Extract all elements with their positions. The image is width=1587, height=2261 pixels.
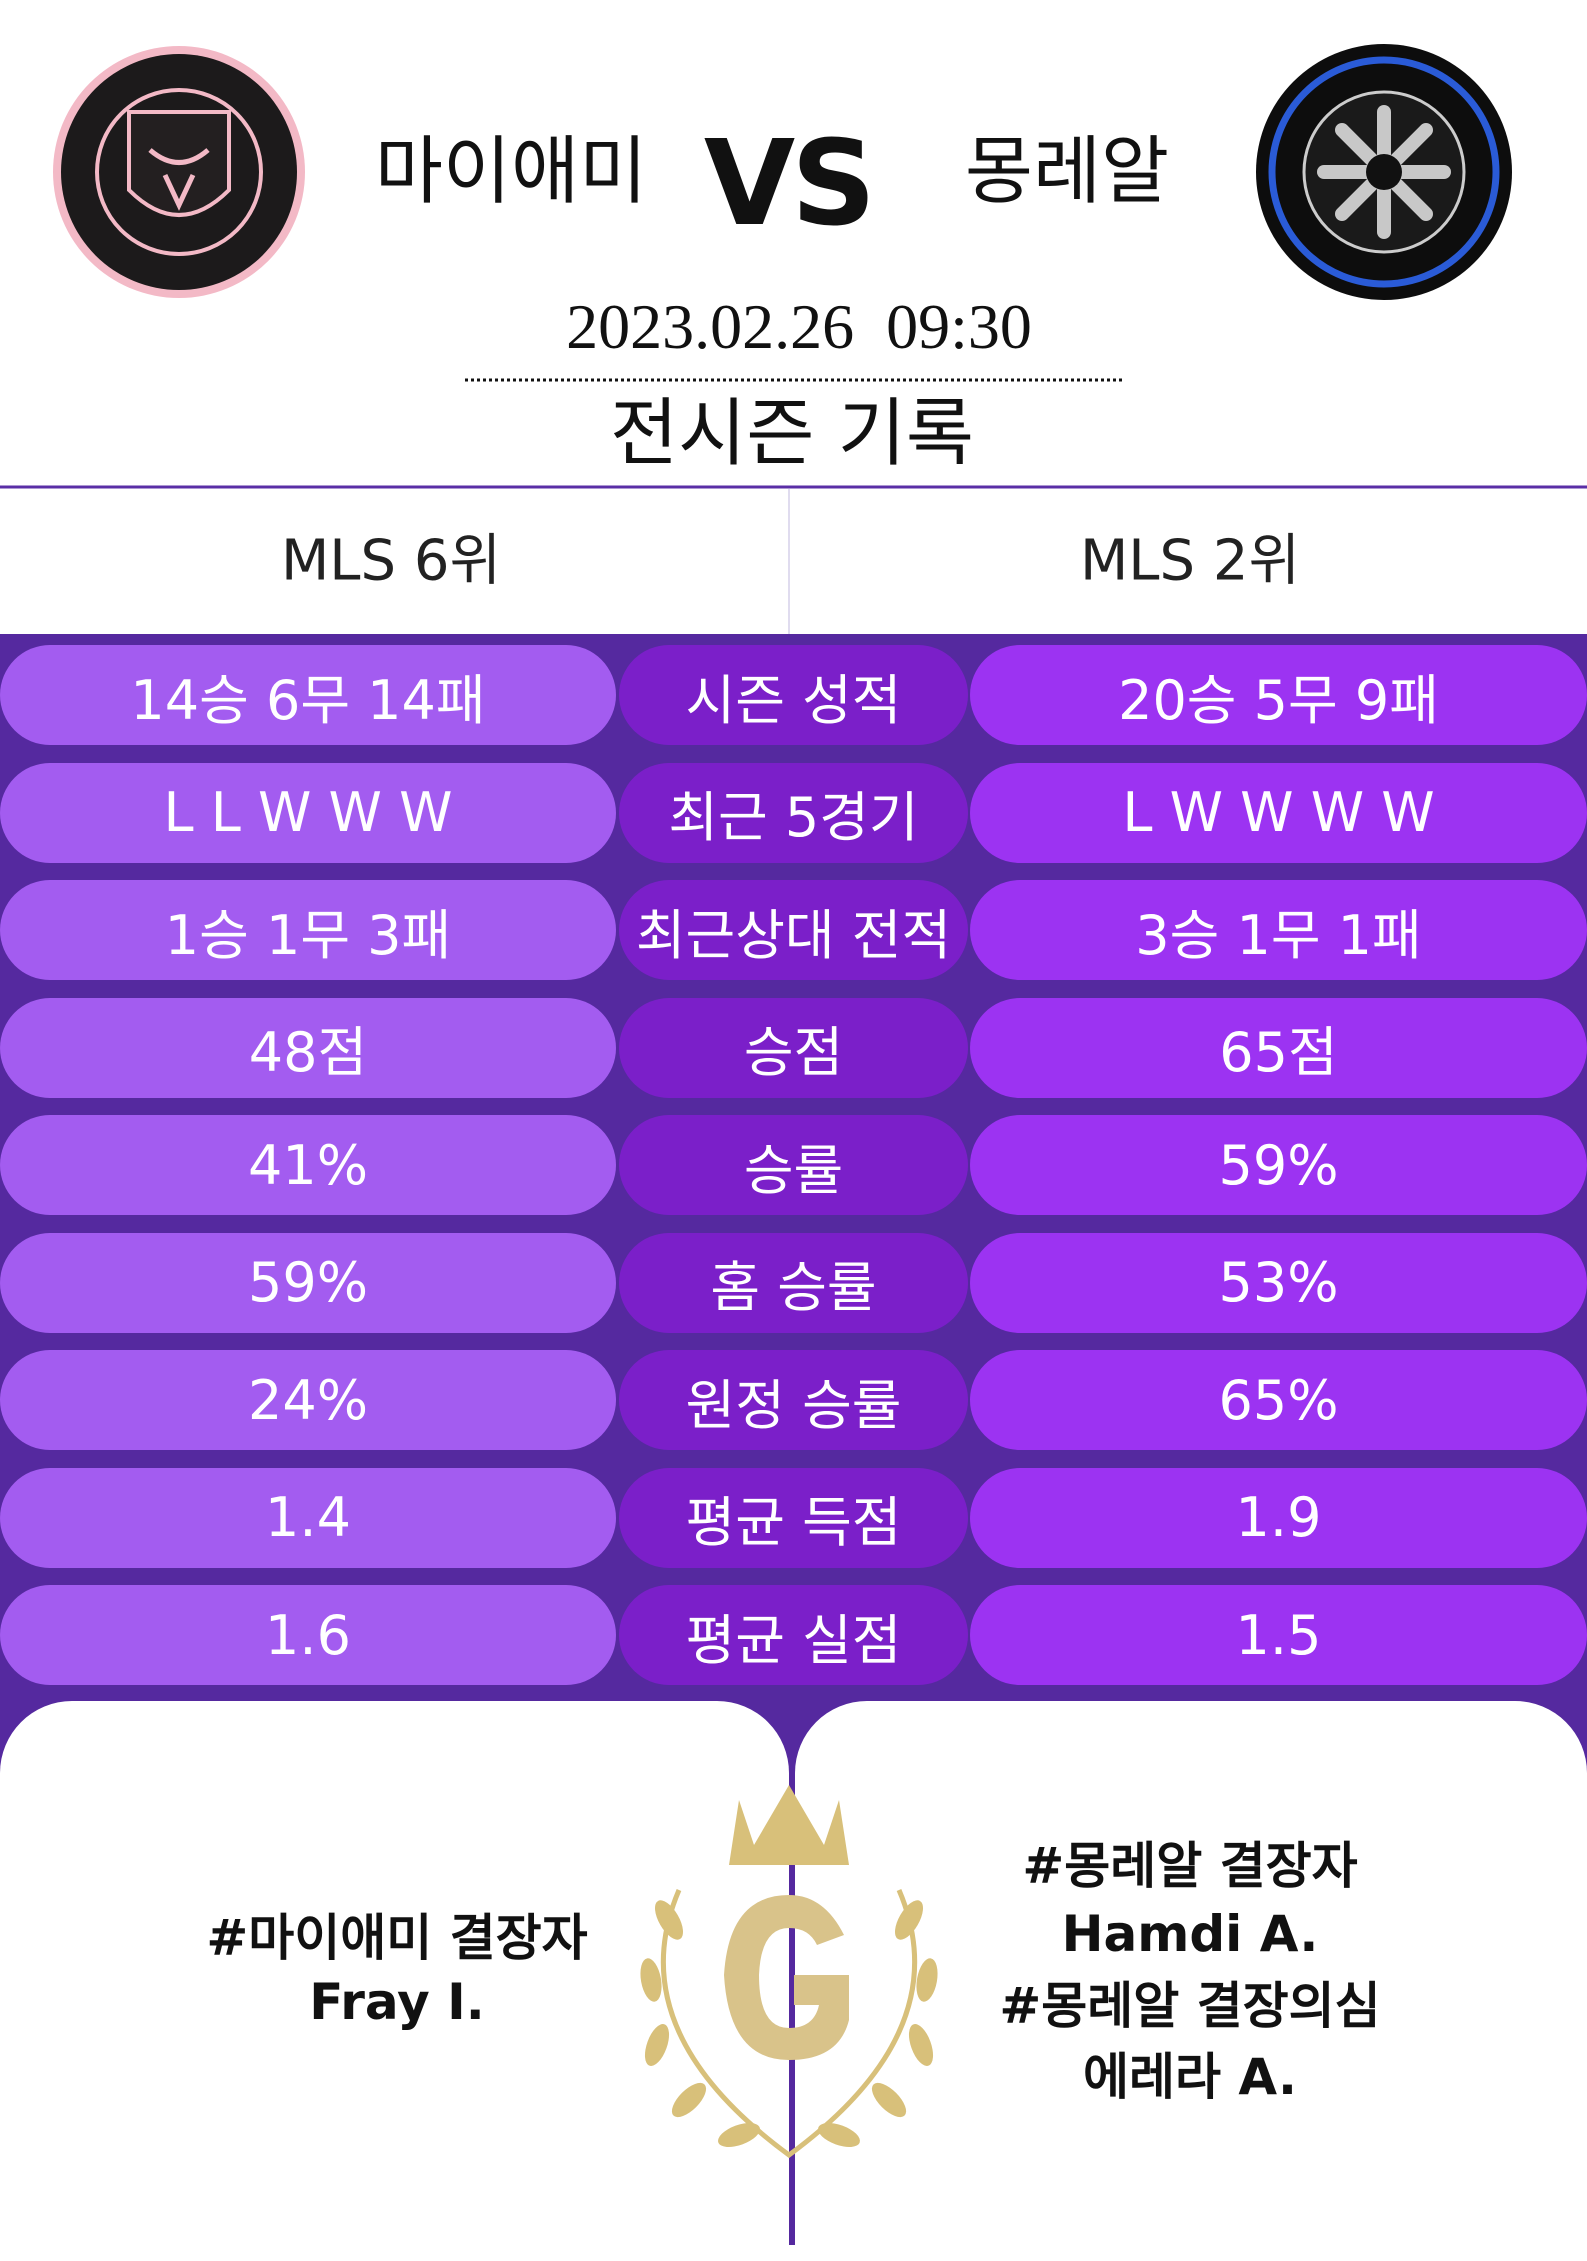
away-stat: 59% (970, 1115, 1587, 1215)
away-stat: 20승 5무 9패 (970, 645, 1587, 745)
home-stat: 1승 1무 3패 (0, 880, 616, 980)
home-stat: 41% (0, 1115, 616, 1215)
match-datetime: 2023.02.26 09:30 (566, 291, 1032, 362)
away-stat: 53% (970, 1232, 1587, 1333)
away-stat: 1.9 (970, 1467, 1587, 1568)
home-stat: L L W W W (0, 762, 616, 863)
home-stat: 24% (0, 1350, 616, 1450)
stat-label: 홈 승률 (619, 1232, 968, 1333)
stat-label: 평균 득점 (619, 1467, 968, 1568)
stat-label: 승점 (619, 997, 968, 1098)
home-rank: MLS 6위 (280, 528, 502, 594)
home-absence: #마이애미 결장자 (206, 1909, 588, 1967)
section-title: 전시즌 기록 (610, 390, 974, 477)
vs: VS (703, 114, 876, 252)
away-stat: 3승 1무 1패 (970, 880, 1587, 980)
header-graphics (0, 44, 1587, 634)
stat-label: 최근상대 전적 (619, 880, 968, 980)
away-stat: 65% (970, 1350, 1587, 1450)
away-absence: #몽레알 결장의심 (999, 1977, 1381, 2035)
away-absence: Hamdi A. (1061, 1905, 1319, 1963)
away-stat: L W W W W (970, 762, 1587, 863)
away-logo (1256, 44, 1512, 300)
stat-label: 원정 승률 (619, 1350, 968, 1450)
stat-label: 승률 (619, 1115, 968, 1215)
home-absence: Fray I. (309, 1973, 485, 2031)
home-team: 마이애미 (374, 128, 648, 215)
home-stat: 48점 (0, 997, 616, 1098)
stat-label: 최근 5경기 (619, 762, 968, 863)
away-absence: #몽레알 결장자 (1022, 1837, 1358, 1895)
home-stat: 59% (0, 1232, 616, 1333)
away-stat: 1.5 (970, 1585, 1587, 1685)
away-absence: 에레라 A. (1082, 2048, 1298, 2106)
home-logo (53, 46, 305, 298)
away-team: 몽레알 (964, 128, 1170, 215)
away-stat: 65점 (970, 997, 1587, 1098)
stat-label: 평균 실점 (619, 1585, 968, 1685)
home-stat: 1.6 (0, 1585, 616, 1685)
away-rank: MLS 2위 (1079, 528, 1301, 594)
crown-emblem (640, 1785, 938, 2159)
stat-label: 시즌 성적 (619, 645, 968, 745)
home-stat: 14승 6무 14패 (0, 645, 616, 745)
home-stat: 1.4 (0, 1467, 616, 1568)
